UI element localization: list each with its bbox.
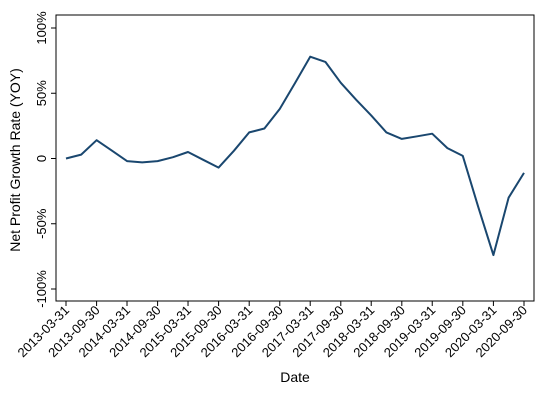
y-axis-title: Net Profit Growth Rate (YOY)	[7, 68, 23, 252]
y-tick-label: 0	[34, 155, 49, 162]
y-tick-label: 100%	[34, 11, 49, 45]
plot-area	[55, 14, 535, 302]
x-axis: 2013-03-312013-09-302014-03-312014-09-30…	[14, 301, 530, 360]
series-line	[65, 55, 525, 257]
x-axis-title: Date	[280, 369, 310, 385]
y-axis: 100% 50% 0 -50% -100%	[34, 11, 56, 308]
y-tick-label: 50%	[34, 80, 49, 106]
y-tick-label: -50%	[34, 208, 49, 239]
y-tick-label: -100%	[34, 270, 49, 308]
